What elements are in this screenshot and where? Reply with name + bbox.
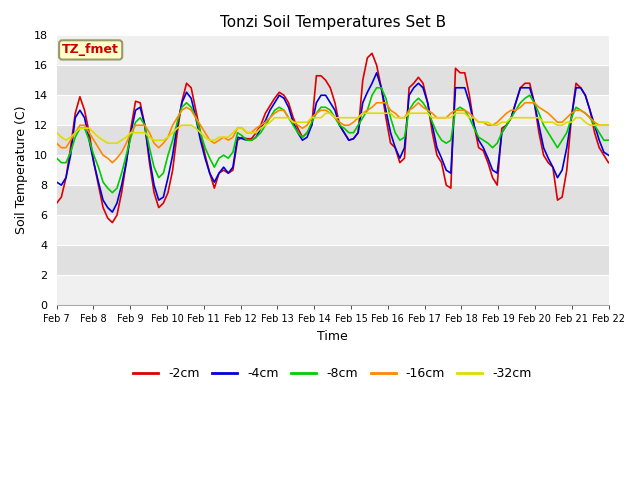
Bar xyxy=(57,245,609,275)
Y-axis label: Soil Temperature (C): Soil Temperature (C) xyxy=(15,106,28,234)
Legend: -2cm, -4cm, -8cm, -16cm, -32cm: -2cm, -4cm, -8cm, -16cm, -32cm xyxy=(129,362,537,385)
Bar xyxy=(57,95,609,125)
X-axis label: Time: Time xyxy=(317,330,348,343)
Text: TZ_fmet: TZ_fmet xyxy=(62,43,119,57)
Title: Tonzi Soil Temperatures Set B: Tonzi Soil Temperatures Set B xyxy=(220,15,445,30)
Bar xyxy=(57,185,609,215)
Bar xyxy=(57,275,609,305)
Bar xyxy=(57,65,609,95)
Bar xyxy=(57,36,609,65)
Bar xyxy=(57,155,609,185)
Bar xyxy=(57,125,609,155)
Bar xyxy=(57,215,609,245)
